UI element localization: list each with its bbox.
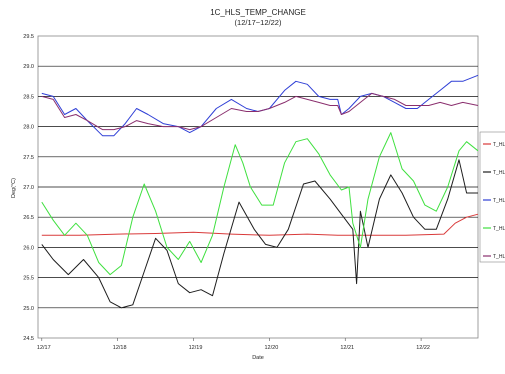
y-tick-label: 25.5 — [23, 276, 34, 282]
series-line — [41, 213, 479, 236]
x-tick-label: 12/19 — [189, 345, 203, 351]
series-lines — [41, 74, 479, 309]
series-line — [41, 92, 479, 131]
series-line — [41, 74, 479, 137]
legend-label: T_HLS — [493, 142, 505, 148]
grid-lines — [38, 65, 478, 309]
x-tick-label: 12/20 — [264, 345, 278, 351]
y-tick-label: 26.5 — [23, 215, 34, 221]
y-tick-label: 25.0 — [23, 306, 34, 312]
y-tick-label: 26.0 — [23, 245, 34, 251]
x-tick-label: 12/17 — [37, 345, 51, 351]
y-axis-label: Deg(°C) — [11, 178, 17, 198]
y-tick-label: 28.0 — [23, 125, 34, 131]
legend-box — [479, 131, 505, 263]
x-axis-label: Date — [252, 355, 264, 361]
series-line — [41, 159, 478, 309]
y-tick-label: 27.5 — [23, 155, 34, 161]
chart-title: 1C_HLS_TEMP_CHANGE — [210, 8, 306, 17]
y-tick-label: 24.5 — [23, 336, 34, 342]
chart-subtitle: (12/17~12/22) — [235, 18, 282, 27]
axis-ticks: 24.5 25.0 25.5 26.0 26.5 27.0 27.5 28.0 28.5 29.0… — [23, 34, 430, 351]
y-tick-label: 29.0 — [23, 64, 34, 70]
legend: T_HLS T_HLS T_HLS T_HLS T_HLS — [479, 131, 505, 263]
legend-label: T_HLS — [493, 226, 505, 232]
y-tick-label: 29.5 — [23, 34, 34, 40]
series-line — [41, 132, 479, 276]
y-tick-label: 27.0 — [23, 185, 34, 191]
legend-label: T_HLS — [493, 170, 505, 176]
legend-label: T_HLS — [493, 254, 505, 260]
y-tick-label: 28.5 — [23, 94, 34, 100]
x-tick-label: 12/22 — [416, 345, 430, 351]
legend-label: T_HLS — [493, 198, 505, 204]
x-tick-label: 12/21 — [340, 345, 354, 351]
x-tick-label: 12/18 — [113, 345, 127, 351]
